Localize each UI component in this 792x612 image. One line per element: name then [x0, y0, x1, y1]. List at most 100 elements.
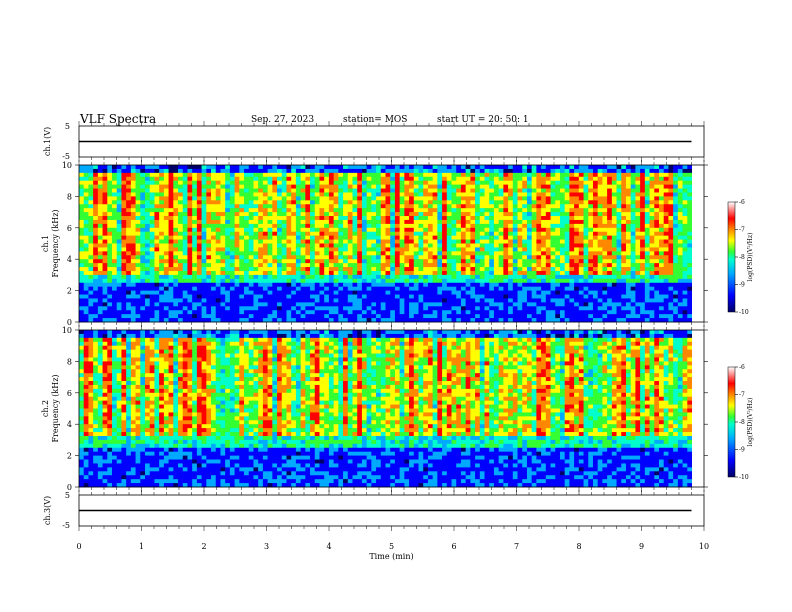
spectrogram-cell [107, 239, 113, 244]
spectrogram-cell [281, 286, 287, 291]
spectrogram-cell [173, 306, 179, 311]
spectrogram-cell [522, 290, 528, 295]
spectrogram-cell [522, 219, 528, 225]
spectrogram-cell [83, 212, 89, 217]
spectrogram-cell [338, 306, 344, 311]
spectrogram-cell [347, 212, 353, 217]
spectrogram-cell [300, 251, 306, 256]
spectrogram-cell [376, 294, 382, 299]
spectrogram-cell [409, 188, 415, 193]
spectrogram-cell [399, 168, 405, 174]
spectrogram-cell [460, 216, 466, 221]
spectrogram-cell [281, 180, 287, 185]
spectrogram-cell [366, 298, 372, 303]
spectrogram-cell [291, 270, 297, 276]
spectrogram-cell [163, 208, 169, 213]
spectrogram-cell [564, 239, 570, 244]
spectrogram-cell [366, 278, 372, 284]
spectrogram-cell [611, 318, 617, 323]
spectrogram-cell [484, 306, 490, 311]
spectrogram-cell [442, 282, 448, 287]
spectrogram-cell [324, 188, 330, 193]
spectrogram-cell [79, 314, 85, 319]
spectrogram-cell [508, 298, 514, 303]
spectrogram-cell [121, 270, 127, 276]
spectrogram-cell [140, 263, 146, 268]
spectrogram-cell [244, 294, 250, 299]
spectrogram-cell [574, 282, 580, 287]
spectrogram-cell [602, 318, 608, 323]
spectrogram-cell [451, 255, 457, 260]
spectrogram-cell [475, 274, 481, 280]
spectrogram-cell [597, 267, 603, 272]
spectrogram-cell [361, 231, 367, 236]
spectrogram-cell [418, 176, 424, 181]
spectrogram-cell [588, 223, 594, 229]
spectrogram-cell [140, 247, 146, 252]
spectrogram-cell [178, 196, 184, 201]
spectrogram-cell [564, 188, 570, 193]
spectrogram-cell [314, 255, 320, 260]
spectrogram-cell [442, 196, 448, 201]
spectrogram-cell [574, 263, 580, 268]
spectrogram-cell [112, 298, 118, 303]
spectrogram-cell [168, 294, 174, 299]
spectrogram-cell [427, 196, 433, 201]
spectrogram-cell [399, 204, 405, 209]
spectrogram-cell [531, 314, 537, 319]
spectrogram-cell [394, 192, 400, 197]
spectrogram-cell [583, 239, 589, 244]
spectrogram-cell [225, 180, 231, 185]
spectrogram-cell [253, 208, 259, 213]
spectrogram-cell [211, 200, 217, 205]
station-label: station= MOS [343, 115, 408, 125]
spectrogram-cell [295, 176, 301, 181]
spectrogram-cell [126, 251, 132, 256]
spectrogram-cell [366, 306, 372, 311]
spectrogram-cell [376, 282, 382, 287]
spectrogram-cell [559, 318, 565, 323]
spectrogram-cell [432, 251, 438, 256]
spectrogram-cell [489, 184, 495, 189]
spectrogram-cell [574, 286, 580, 291]
spectrogram-cell [427, 286, 433, 291]
spectrogram-cell [465, 192, 471, 197]
spectrogram-cell [555, 286, 561, 291]
spectrogram-cell [112, 192, 118, 197]
spectrogram-cell [616, 318, 622, 323]
spectrogram-cell [248, 314, 254, 319]
spectrogram-cell [522, 310, 528, 315]
spectrogram-cell [432, 278, 438, 284]
spectrogram-cell [225, 168, 231, 174]
spectrogram-cell [295, 243, 301, 248]
spectrogram-cell [140, 216, 146, 221]
spectrogram-cell [588, 274, 594, 280]
spectrogram-cell [583, 278, 589, 284]
spectrogram-cell [409, 165, 415, 170]
spectrogram-cell [479, 298, 485, 303]
spectrogram-cell [258, 216, 264, 221]
spectrogram-cell [79, 318, 85, 323]
spectrogram-cell [79, 212, 85, 217]
spectrogram-cell [578, 310, 584, 315]
spectrogram-cell [569, 302, 575, 307]
spectrogram-cell [437, 192, 443, 197]
spectrogram-cell [192, 227, 198, 233]
spectrogram-cell [470, 247, 476, 252]
spectrogram-cell [404, 298, 410, 303]
spectrogram-cell [135, 231, 141, 236]
spectrogram-cell [83, 176, 89, 181]
spectrogram-cell [234, 251, 240, 256]
spectrogram-cell [338, 298, 344, 303]
spectrogram-cell [258, 294, 264, 299]
spectrogram-cell [314, 267, 320, 272]
spectrogram-cell [376, 168, 382, 174]
spectrogram-cell [409, 286, 415, 291]
spectrogram-cell [427, 267, 433, 272]
spectrogram-cell [121, 314, 127, 319]
spectrogram-cell [126, 165, 132, 170]
spectrogram-cell [352, 318, 358, 323]
spectrogram-cell [253, 184, 259, 189]
spectrogram-cell [262, 172, 268, 178]
spectrogram-cell [621, 267, 627, 272]
